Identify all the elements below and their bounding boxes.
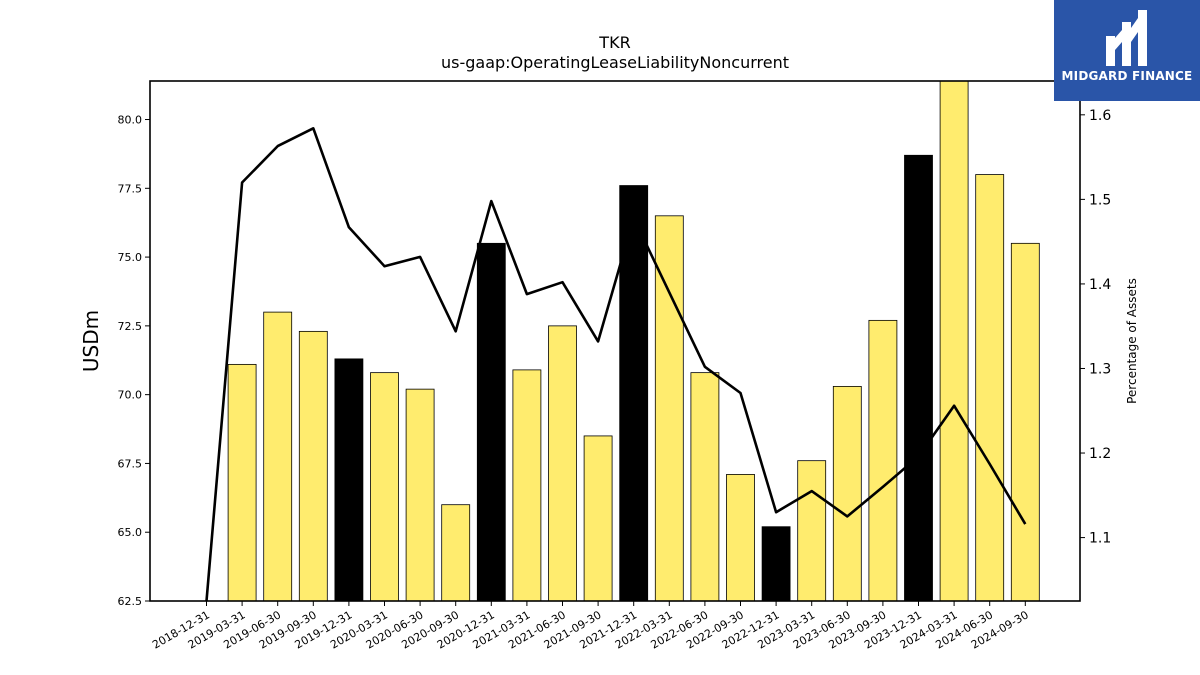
bar-2022-12-31: [761, 526, 791, 602]
bar-2019-06-30: [263, 311, 293, 602]
bar-2019-09-30: [298, 330, 328, 602]
bar-2020-06-30: [405, 388, 435, 602]
bar-2020-12-31: [476, 242, 506, 602]
y-tick-label: 75.0: [118, 251, 143, 264]
y-tick-label: 70.0: [118, 389, 143, 402]
y-tick-label: 77.5: [118, 182, 143, 195]
bar-2019-12-31: [334, 358, 364, 602]
bar-2023-06-30: [832, 385, 862, 602]
bar-2022-03-31: [654, 215, 684, 602]
bar-2022-09-30: [726, 474, 755, 602]
line-series: [205, 127, 1027, 602]
bar-2021-09-30: [583, 435, 613, 602]
bar-2023-12-31: [904, 154, 933, 602]
y-axis-label: USDm: [79, 310, 103, 372]
bar-2019-03-31: [227, 363, 257, 602]
y2-tick-label: 1.3: [1089, 361, 1111, 377]
y2-tick-label: 1.4: [1089, 277, 1111, 293]
y2-axis-label: Percentage of Assets: [1125, 278, 1139, 404]
y-tick-label: 65.0: [118, 526, 143, 539]
logo-mark-icon: [1106, 10, 1147, 66]
brand-logo: MIDGARD FINANCE: [1054, 0, 1200, 101]
bar-2024-09-30: [1010, 242, 1040, 602]
bar-2020-09-30: [441, 504, 471, 602]
bar-2021-03-31: [512, 369, 542, 602]
bar-2024-06-30: [975, 174, 1005, 602]
logo-text: MIDGARD FINANCE: [1061, 69, 1193, 83]
bar-2023-03-31: [797, 460, 827, 602]
bar-2021-06-30: [548, 325, 577, 602]
bar-2024-03-31: [939, 80, 969, 602]
y2-tick-label: 1.5: [1089, 192, 1111, 208]
y2-tick-label: 1.2: [1089, 446, 1111, 462]
y-tick-label: 67.5: [118, 457, 143, 470]
bar-2023-09-30: [868, 319, 898, 602]
y-tick-label: 62.5: [118, 595, 143, 608]
y2-tick-label: 1.1: [1089, 531, 1111, 547]
bar-2020-03-31: [370, 372, 399, 602]
chart-title: TKR: [598, 33, 630, 52]
plot-frame: [149, 80, 1081, 602]
y2-tick-label: 1.6: [1089, 108, 1111, 124]
chart-subtitle: us-gaap:OperatingLeaseLiabilityNoncurren…: [441, 53, 789, 72]
y-tick-label: 80.0: [118, 114, 143, 127]
y-tick-label: 72.5: [118, 320, 143, 333]
bar-2022-06-30: [690, 372, 720, 602]
